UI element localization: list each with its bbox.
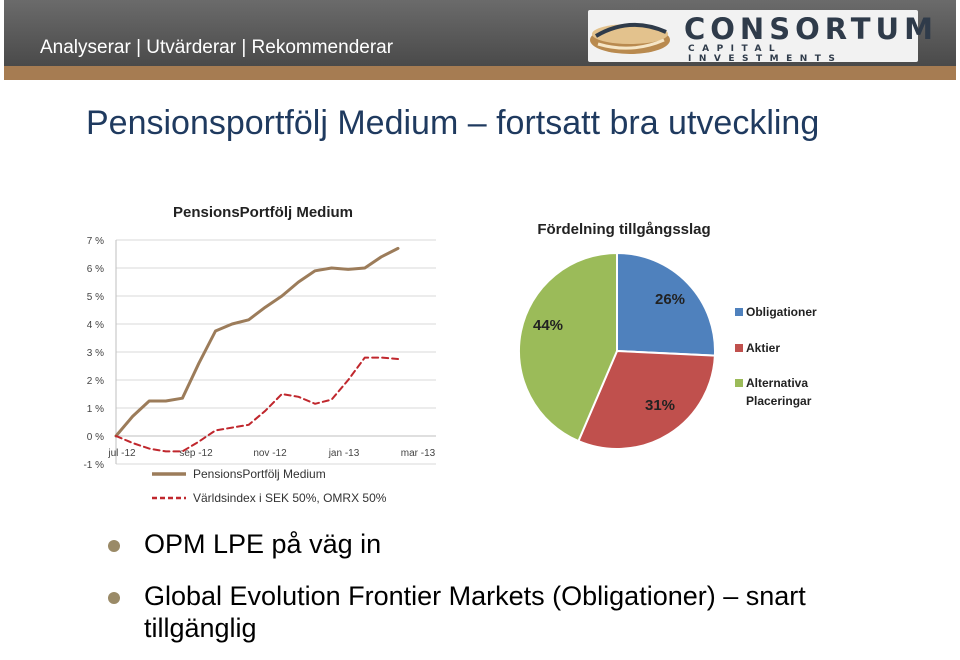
y-tick-label: 1 % (87, 404, 104, 415)
legend-label: Alternativa (746, 376, 808, 390)
x-tick-label: jul -12 (107, 448, 136, 459)
y-tick-label: 4 % (87, 320, 104, 331)
legend-label: Obligationer (746, 305, 817, 319)
bullet-text: OPM LPE på väg in (144, 529, 382, 559)
bullet-item: Global Evolution Frontier Markets (Oblig… (108, 580, 908, 644)
legend-label: Placeringar (746, 394, 812, 408)
pie-slice (517, 251, 618, 443)
bullet-dot-icon (108, 592, 120, 604)
legend-label: PensionsPortfölj Medium (193, 467, 326, 481)
slice-label: 31% (645, 397, 675, 414)
y-tick-label: 6 % (87, 264, 104, 275)
legend-label: Världsindex i SEK 50%, OMRX 50% (193, 491, 387, 505)
logo-name: CONSORTUM (684, 12, 938, 46)
slice-label: 26% (655, 291, 685, 308)
series-line (115, 356, 399, 453)
pie-chart: Fördelning tillgångsslag 26% 31% 44% Obligat… (517, 221, 817, 451)
logo-emblem-icon (590, 22, 670, 54)
chart-title: PensionsPortfölj Medium (173, 204, 353, 221)
page-title: Pensionsportfölj Medium – fortsatt bra u… (86, 104, 820, 142)
slice-label: 44% (533, 317, 563, 334)
bullet-item: OPM LPE på väg in (108, 528, 908, 560)
y-tick-label: 0 % (87, 432, 104, 443)
x-tick-label: jan -13 (328, 448, 360, 459)
legend-swatch (735, 344, 743, 352)
logo-subtitle: CAPITAL INVESTMENTS (688, 44, 843, 64)
legend-swatch (735, 308, 743, 316)
x-tick-label: sep -12 (179, 448, 213, 459)
company-logo: CONSORTUM CAPITAL INVESTMENTS (588, 10, 933, 64)
legend-label: Aktier (746, 341, 780, 355)
y-tick-label: 7 % (87, 236, 104, 247)
pie-slice (577, 349, 716, 451)
bullet-dot-icon (108, 540, 120, 552)
line-chart: PensionsPortfölj Medium -1 % 0 % 1 % 2 % 3 % 4… (83, 204, 436, 505)
y-tick-label: -1 % (83, 460, 104, 471)
legend-swatch (735, 379, 743, 387)
x-tick-label: nov -12 (253, 448, 287, 459)
y-tick-label: 2 % (87, 376, 104, 387)
header-tagline: Analyserar | Utvärderar | Rekommenderar (40, 37, 394, 58)
x-tick-label: mar -13 (401, 448, 436, 459)
bullet-list: OPM LPE på väg in Global Evolution Front… (108, 528, 908, 644)
y-tick-label: 3 % (87, 348, 104, 359)
y-tick-label: 5 % (87, 292, 104, 303)
pie-slice (616, 251, 716, 357)
bullet-text: Global Evolution Frontier Markets (Oblig… (144, 581, 806, 643)
header-accent-strip (4, 66, 956, 80)
chart-title: Fördelning tillgångsslag (537, 221, 710, 238)
series-line (114, 246, 400, 438)
